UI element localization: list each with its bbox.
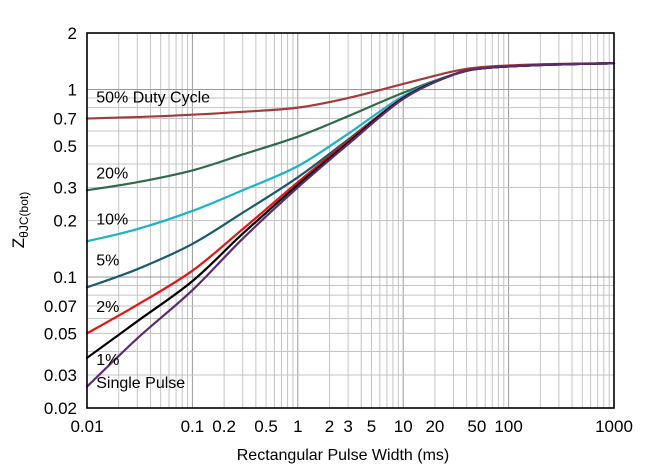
x-tick-label: 2 [325,417,334,436]
series-label-single-pulse: Single Pulse [96,375,185,392]
grid [87,33,614,408]
y-tick-label: 0.5 [53,137,77,156]
x-tick-label: 10 [394,417,413,436]
y-tick-label: 0.7 [53,109,77,128]
x-tick-label: 0.2 [212,417,236,436]
y-tick-label: 0.1 [53,268,77,287]
x-tick-label: 0.1 [181,417,205,436]
x-tick-label: 1 [293,417,302,436]
x-axis-label: Rectangular Pulse Width (ms) [237,447,450,464]
y-tick-label: 0.07 [44,297,77,316]
y-tick-label: 0.05 [44,324,77,343]
series-line-single-pulse [85,62,616,388]
series-layer [85,62,616,388]
series-label-50pct-duty-cycle: 50% Duty Cycle [96,90,210,107]
series-label-20pct: 20% [96,165,128,182]
x-tick-label: 3 [343,417,352,436]
x-tick-label: 100 [494,417,522,436]
x-tick-label: 0.01 [70,417,103,436]
y-axis-label-main: Z [9,238,28,248]
y-tick-label: 0.03 [44,366,77,385]
series-line-20pct [85,62,616,192]
series-label-1pct: 1% [96,352,119,369]
y-tick-label: 2 [68,24,77,43]
series-label-2pct: 2% [96,299,119,316]
x-tick-label: 1000 [595,417,633,436]
y-axis-label-sub: θJC(bot) [17,192,31,238]
x-tick-label: 0.5 [254,417,278,436]
y-tick-label: 0.02 [44,399,77,418]
series-label-5pct: 5% [96,253,119,270]
series-label-10pct: 10% [96,212,128,229]
y-tick-labels: 0.02 0.03 0.05 0.07 0.1 0.2 0.3 0.5 0.7 1 2 [44,24,77,418]
y-tick-label: 0.2 [53,212,77,231]
y-tick-label: 0.3 [53,178,77,197]
x-tick-labels: 0.01 0.1 0.2 0.5 1 2 3 5 10 20 50 100 1000 [70,417,632,436]
y-tick-label: 1 [68,80,77,99]
x-tick-label: 50 [467,417,486,436]
x-tick-label: 20 [425,417,444,436]
series-labels: 50% Duty Cycle 20% 10% 5% 2% 1% Single Pulse [96,90,210,393]
plot-frame [86,32,615,409]
y-axis-label: ZθJC(bot) [9,192,31,248]
x-tick-label: 5 [367,417,376,436]
